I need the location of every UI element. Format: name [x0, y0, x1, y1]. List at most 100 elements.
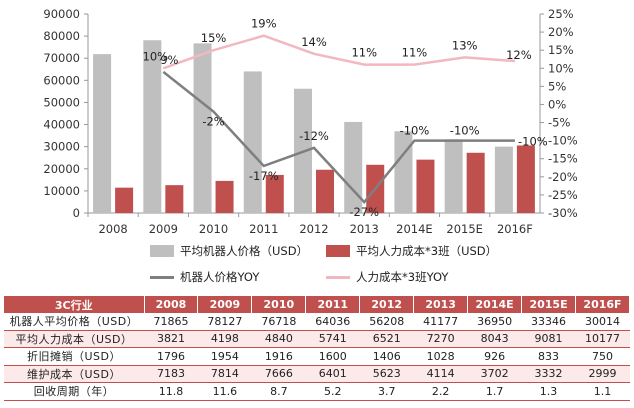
bar-labor-cost — [115, 187, 134, 213]
legend-label-robot-yoy: 机器人价格YOY — [180, 270, 260, 284]
x-tick-label: 2008 — [98, 222, 127, 236]
table-header: 2013 — [413, 296, 469, 313]
table-cell: 9081 — [521, 330, 576, 348]
legend-swatch-labor-yoy — [326, 276, 350, 279]
table-header: 2010 — [251, 296, 307, 313]
table-cell: 2999 — [575, 365, 630, 383]
line-labor-yoy — [162, 34, 515, 70]
bar-robot-price — [394, 131, 413, 213]
table-cell: 5623 — [359, 365, 414, 383]
table-cell: 5.2 — [305, 382, 360, 401]
table-cell: 4198 — [197, 330, 252, 348]
table-cell: 11.8 — [144, 382, 198, 401]
right-tick-label: -5% — [548, 116, 570, 130]
right-tick-label: 10% — [548, 61, 574, 75]
table-cell: 回收周期（年） — [4, 382, 144, 401]
right-tick-label: 20% — [548, 25, 574, 39]
bar-robot-price — [93, 54, 112, 214]
x-tick-label: 2009 — [149, 222, 178, 236]
right-tick-label: 15% — [548, 43, 574, 57]
table-cell: 1.3 — [521, 382, 576, 401]
table-header: 2012 — [359, 296, 415, 313]
table-cell: 1796 — [144, 347, 198, 366]
right-tick-label: -10% — [548, 134, 578, 148]
table-cell: 3332 — [521, 365, 576, 383]
legend-swatch-labor-cost — [326, 245, 350, 257]
bar-robot-price — [444, 139, 463, 213]
table-cell: 4114 — [413, 365, 468, 383]
x-tick-label: 2012 — [299, 222, 328, 236]
table-cell: 2.2 — [413, 382, 468, 401]
legend-label-robot-price: 平均机器人价格（USD） — [180, 244, 309, 258]
table-cell: 3821 — [144, 330, 198, 348]
bar-robot-price — [494, 146, 513, 213]
table-cell: 41177 — [413, 313, 468, 331]
table-row: 维护成本（USD） 7183 7814 7666 6401 5623 4114 … — [4, 365, 630, 383]
x-tick-label: 2010 — [199, 222, 228, 236]
table-cell: 56208 — [359, 313, 414, 331]
table-cell: 机器人平均价格（USD） — [4, 313, 144, 331]
bar-robot-price — [193, 43, 212, 213]
data-table: 3C行业 2008 2009 2010 2011 2012 2013 2014E… — [4, 296, 630, 401]
table-cell: 7183 — [144, 365, 198, 383]
table-cell: 1.7 — [467, 382, 522, 401]
left-tick-label: 70000 — [43, 51, 80, 65]
table-cell: 8.7 — [251, 382, 306, 401]
table-cell: 36950 — [467, 313, 522, 331]
left-tick-label: 30000 — [43, 140, 80, 154]
label-labor-yoy: 19% — [251, 17, 277, 31]
table-header: 2014E — [467, 296, 523, 313]
label-labor-yoy: 14% — [301, 35, 327, 49]
table-row: 平均人力成本（USD） 3821 4198 4840 5741 6521 727… — [4, 330, 630, 348]
label-labor-yoy: 13% — [452, 38, 478, 52]
table-cell: 11.6 — [197, 382, 252, 401]
legend-swatch-robot-yoy — [150, 276, 174, 279]
chart-legend: 平均机器人价格（USD） 平均人力成本*3班（USD） 机器人价格YOY 人力成… — [0, 240, 634, 292]
table-cell: 1954 — [197, 347, 252, 366]
table-cell: 维护成本（USD） — [4, 365, 144, 383]
label-labor-yoy: 11% — [402, 46, 428, 60]
legend-label-labor-cost: 平均人力成本*3班（USD） — [356, 244, 498, 258]
table-cell: 78127 — [197, 313, 252, 331]
table-cell: 1916 — [251, 347, 306, 366]
table-row: 折旧摊销（USD） 1796 1954 1916 1600 1406 1028 … — [4, 347, 630, 366]
label-robot-yoy: -2% — [202, 115, 224, 129]
table-cell: 1406 — [359, 347, 414, 366]
label-robot-yoy: -10% — [518, 135, 548, 149]
table-cell: 3702 — [467, 365, 522, 383]
table-header: 2009 — [197, 296, 253, 313]
table-cell: 6521 — [359, 330, 414, 348]
table-cell: 1600 — [305, 347, 360, 366]
table-cell: 33346 — [521, 313, 576, 331]
table-header: 3C行业 — [4, 296, 145, 313]
left-tick-label: 80000 — [43, 29, 80, 43]
table-cell: 10177 — [575, 330, 630, 348]
right-tick-label: -25% — [548, 188, 578, 202]
bar-robot-price — [344, 121, 363, 213]
label-robot-yoy: -10% — [400, 124, 430, 138]
bar-labor-cost — [265, 174, 284, 213]
table-cell: 30014 — [575, 313, 630, 331]
left-tick-label: 50000 — [43, 95, 80, 109]
legend-swatch-robot-price — [150, 245, 174, 257]
left-tick-label: 90000 — [43, 7, 80, 21]
bar-robot-price — [143, 40, 162, 214]
bar-labor-cost — [316, 169, 334, 213]
table-cell: 1028 — [413, 347, 468, 366]
table-cell: 8043 — [467, 330, 522, 348]
left-tick-label: 0 — [73, 206, 80, 220]
label-labor-yoy: 11% — [351, 46, 377, 60]
right-tick-label: 5% — [548, 79, 566, 93]
table-cell: 1.1 — [575, 382, 630, 401]
table-cell: 7814 — [197, 365, 252, 383]
table-cell: 750 — [575, 347, 630, 366]
right-tick-label: -30% — [548, 206, 578, 220]
table-cell: 64036 — [305, 313, 360, 331]
legend-label-labor-yoy: 人力成本*3班YOY — [356, 270, 449, 284]
table-cell: 71865 — [144, 313, 198, 331]
label-labor-yoy: 15% — [201, 31, 227, 45]
label-robot-yoy: 9% — [160, 53, 178, 67]
x-tick-label: 2016F — [497, 222, 533, 236]
label-robot-yoy: -10% — [450, 124, 480, 138]
left-tick-label: 40000 — [43, 118, 80, 132]
